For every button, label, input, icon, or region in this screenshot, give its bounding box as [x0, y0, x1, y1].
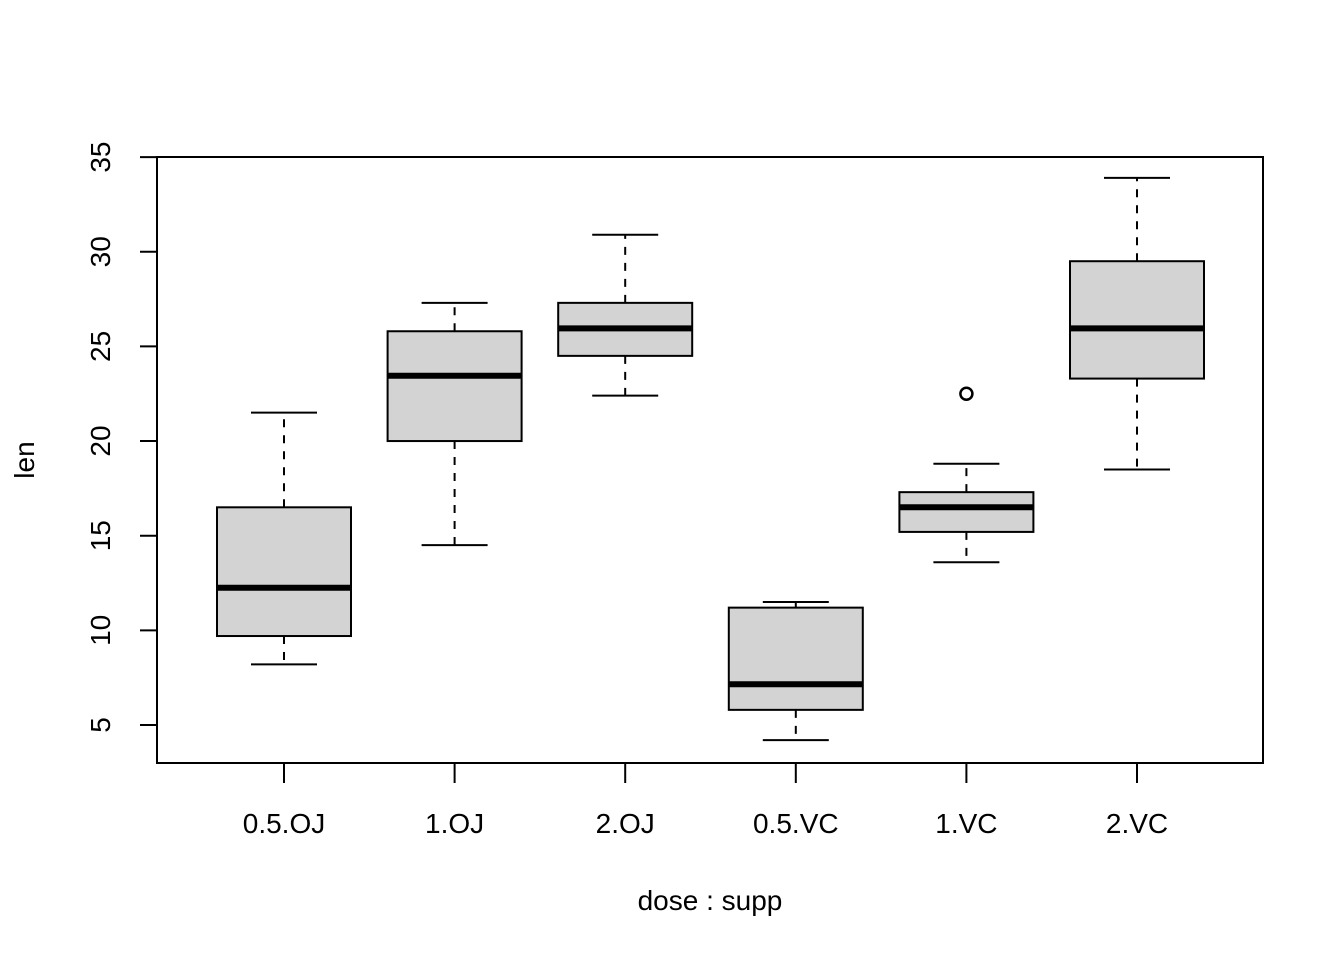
y-tick-label: 5 — [85, 717, 116, 733]
y-tick-label: 25 — [85, 331, 116, 362]
box-0-5-oj — [216, 411, 352, 666]
box-2-vc — [1069, 176, 1205, 471]
plot-frame — [156, 156, 1264, 764]
box-iqr — [898, 491, 1035, 533]
box-1-vc — [898, 386, 1035, 564]
x-axis: 0.5.OJ 1.OJ 2.OJ 0.5.VC 1.VC 2.VC — [243, 763, 1168, 839]
outlier-point — [959, 386, 974, 401]
y-tick-label: 30 — [85, 236, 116, 267]
x-axis-label: dose : supp — [638, 885, 783, 916]
x-tick-label: 1.VC — [935, 808, 997, 839]
x-tick-label: 0.5.VC — [753, 808, 839, 839]
y-tick-label: 20 — [85, 425, 116, 456]
x-tick-label: 2.VC — [1106, 808, 1168, 839]
x-tick-label: 2.OJ — [596, 808, 655, 839]
box-iqr — [386, 330, 523, 443]
box-iqr — [216, 506, 352, 638]
box-2-oj — [557, 233, 694, 397]
y-axis-label: len — [9, 441, 40, 478]
box-0-5-vc — [727, 600, 864, 742]
x-tick-label: 1.OJ — [425, 808, 484, 839]
x-tick-label: 0.5.OJ — [243, 808, 325, 839]
y-tick-label: 10 — [85, 615, 116, 646]
y-tick-label: 15 — [85, 520, 116, 551]
box-group — [216, 176, 1205, 742]
box-1-oj — [386, 301, 523, 547]
box-iqr — [1069, 260, 1205, 380]
box-iqr — [727, 606, 864, 711]
y-axis: 5 10 15 20 25 30 35 — [85, 142, 158, 733]
y-tick-label: 35 — [85, 142, 116, 173]
